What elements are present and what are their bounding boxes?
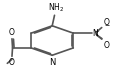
- Text: O: O: [8, 28, 14, 37]
- Text: O: O: [103, 41, 109, 50]
- Text: O: O: [8, 58, 14, 67]
- Text: −: −: [103, 23, 108, 28]
- Text: N: N: [49, 58, 55, 67]
- Text: N: N: [92, 29, 97, 38]
- Text: NH$_2$: NH$_2$: [47, 1, 63, 14]
- Text: O: O: [103, 17, 109, 26]
- Text: +: +: [93, 29, 98, 34]
